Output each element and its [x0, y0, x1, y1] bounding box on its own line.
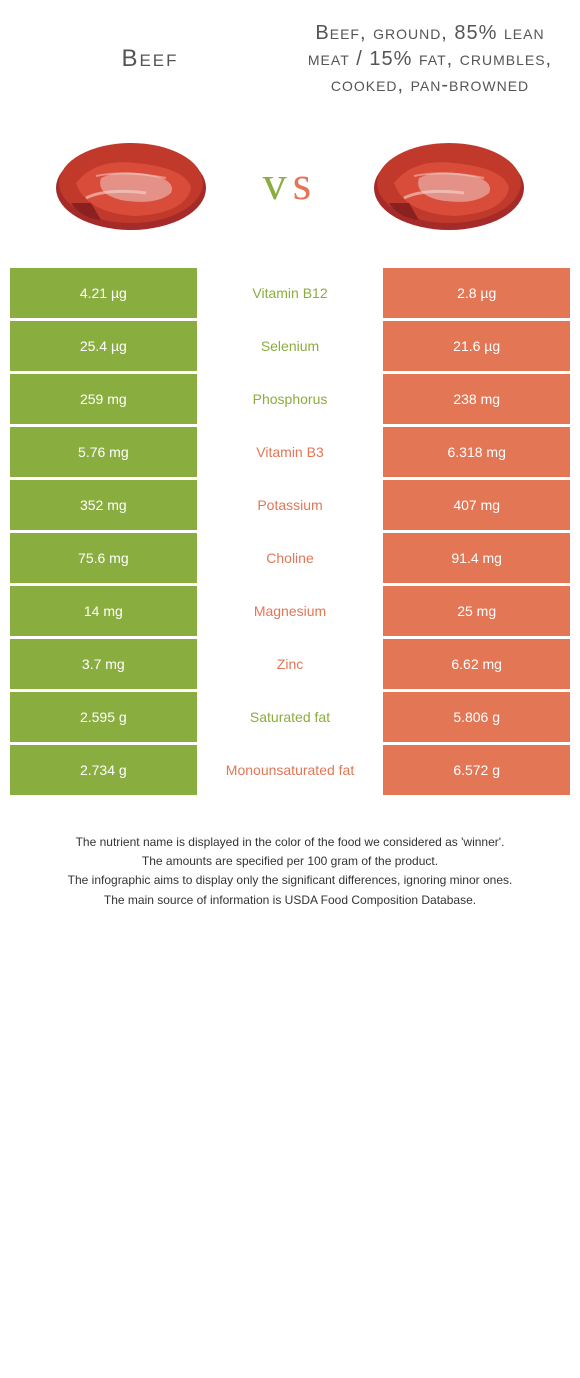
steak-icon	[364, 128, 534, 238]
left-value-cell: 2.734 g	[10, 745, 197, 795]
left-value-cell: 3.7 mg	[10, 639, 197, 689]
left-food-title: Beef	[121, 45, 178, 73]
right-value-cell: 238 mg	[383, 374, 570, 424]
table-row: 259 mgPhosphorus238 mg	[10, 374, 570, 424]
vs-s: s	[293, 157, 318, 210]
table-row: 75.6 mgCholine91.4 mg	[10, 533, 570, 583]
footnote-line: The amounts are specified per 100 gram o…	[15, 852, 565, 871]
left-value-cell: 25.4 µg	[10, 321, 197, 371]
footnote-line: The infographic aims to display only the…	[15, 871, 565, 890]
right-value-cell: 2.8 µg	[383, 268, 570, 318]
steak-icon	[46, 128, 216, 238]
nutrient-name-cell: Monounsaturated fat	[197, 745, 384, 795]
footnote-line: The main source of information is USDA F…	[15, 891, 565, 910]
nutrient-name-cell: Magnesium	[197, 586, 384, 636]
left-value-cell: 2.595 g	[10, 692, 197, 742]
images-row: vs	[0, 108, 580, 268]
left-value-cell: 14 mg	[10, 586, 197, 636]
vs-v: v	[263, 157, 293, 210]
vs-label: vs	[263, 156, 318, 211]
nutrient-name-cell: Vitamin B3	[197, 427, 384, 477]
right-value-cell: 21.6 µg	[383, 321, 570, 371]
right-value-cell: 6.572 g	[383, 745, 570, 795]
right-food-image-slot	[327, 128, 570, 238]
nutrient-name-cell: Vitamin B12	[197, 268, 384, 318]
header-titles: Beef Beef, ground, 85% lean meat / 15% f…	[0, 0, 580, 108]
left-value-cell: 5.76 mg	[10, 427, 197, 477]
footnotes: The nutrient name is displayed in the co…	[0, 798, 580, 930]
footnote-line: The nutrient name is displayed in the co…	[15, 833, 565, 852]
left-value-cell: 259 mg	[10, 374, 197, 424]
left-title-col: Beef	[10, 45, 290, 73]
left-value-cell: 75.6 mg	[10, 533, 197, 583]
table-row: 25.4 µgSelenium21.6 µg	[10, 321, 570, 371]
nutrient-name-cell: Selenium	[197, 321, 384, 371]
right-value-cell: 6.318 mg	[383, 427, 570, 477]
table-row: 3.7 mgZinc6.62 mg	[10, 639, 570, 689]
table-row: 2.734 gMonounsaturated fat6.572 g	[10, 745, 570, 795]
right-title-col: Beef, ground, 85% lean meat / 15% fat, c…	[290, 20, 570, 98]
right-food-title: Beef, ground, 85% lean meat / 15% fat, c…	[300, 20, 560, 98]
table-row: 14 mgMagnesium25 mg	[10, 586, 570, 636]
nutrient-name-cell: Zinc	[197, 639, 384, 689]
nutrient-name-cell: Saturated fat	[197, 692, 384, 742]
left-value-cell: 352 mg	[10, 480, 197, 530]
left-value-cell: 4.21 µg	[10, 268, 197, 318]
table-row: 4.21 µgVitamin B122.8 µg	[10, 268, 570, 318]
right-value-cell: 6.62 mg	[383, 639, 570, 689]
nutrient-table: 4.21 µgVitamin B122.8 µg25.4 µgSelenium2…	[0, 268, 580, 795]
table-row: 5.76 mgVitamin B36.318 mg	[10, 427, 570, 477]
nutrient-name-cell: Phosphorus	[197, 374, 384, 424]
right-value-cell: 407 mg	[383, 480, 570, 530]
right-value-cell: 91.4 mg	[383, 533, 570, 583]
table-row: 352 mgPotassium407 mg	[10, 480, 570, 530]
left-food-image-slot	[10, 128, 253, 238]
nutrient-name-cell: Potassium	[197, 480, 384, 530]
right-value-cell: 5.806 g	[383, 692, 570, 742]
table-row: 2.595 gSaturated fat5.806 g	[10, 692, 570, 742]
nutrient-name-cell: Choline	[197, 533, 384, 583]
right-value-cell: 25 mg	[383, 586, 570, 636]
